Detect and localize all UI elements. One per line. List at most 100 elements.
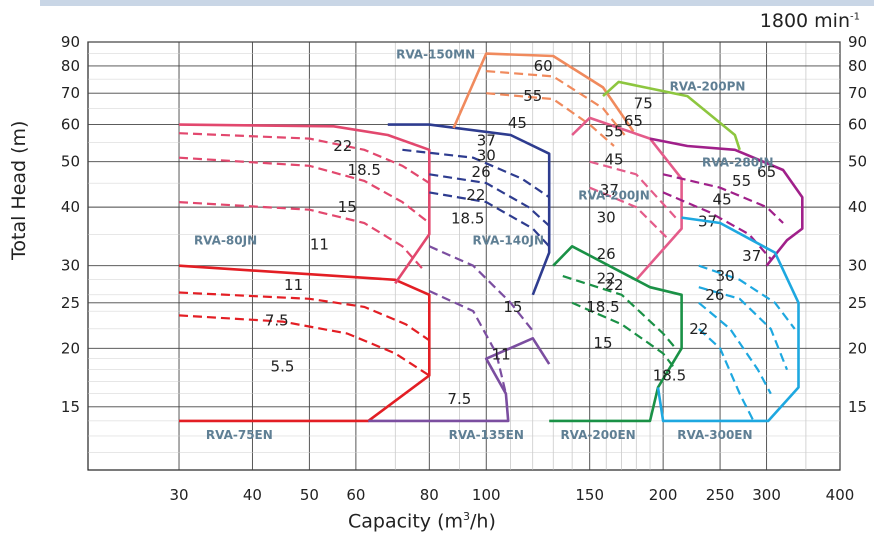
rva-140jn-power-label: 30 <box>477 147 496 165</box>
rva-200en-outline <box>549 245 683 423</box>
rva-80jn-power-label: 18.5 <box>348 161 381 179</box>
x-tick-label: 60 <box>346 486 365 504</box>
rva-75en-power-label: 11 <box>284 276 303 294</box>
rva-150mn-impeller-curve <box>486 70 626 136</box>
rva-150mn-power-label: 45 <box>508 114 527 132</box>
y-tick-label-left: 25 <box>61 294 80 312</box>
x-tick-label: 50 <box>300 486 319 504</box>
rva-140jn-outline <box>387 123 551 296</box>
y-tick-label-right: 70 <box>848 84 867 102</box>
rva-280jn-impeller-curve <box>662 173 784 224</box>
x-tick-label: 300 <box>752 486 781 504</box>
y-tick-label-left: 90 <box>61 33 80 51</box>
y-tick-label-left: 70 <box>61 84 80 102</box>
rva-280jn-power-label: 65 <box>757 163 776 181</box>
rva-140jn-power-label: 26 <box>472 163 491 181</box>
y-tick-label-left: 15 <box>61 398 80 416</box>
rva-150mn-model-label: RVA-150MN <box>396 47 475 61</box>
rva-200jn-impeller-curve <box>589 160 677 219</box>
rva-75en-power-label: 5.5 <box>271 357 295 375</box>
speed-label: 1800 min-1 <box>759 10 860 32</box>
x-tick-label: 150 <box>575 486 604 504</box>
y-tick-label-left: 80 <box>61 57 80 75</box>
rva-80jn-outline <box>178 123 431 285</box>
rva-80jn-power-label: 15 <box>338 198 357 216</box>
rva-300en-impeller-curve <box>698 328 755 422</box>
rva-135en-power-label: 15 <box>503 298 522 316</box>
rva-135en-power-label: 11 <box>492 345 511 363</box>
y-tick-label-right: 20 <box>848 339 867 357</box>
rva-80jn-impeller-curve <box>178 156 430 224</box>
rva-140jn-impeller-curve <box>429 173 550 227</box>
rva-75en-impeller-curve <box>178 314 430 377</box>
rva-80jn-model-label: RVA-80JN <box>194 233 257 247</box>
y-tick-label-right: 30 <box>848 257 867 275</box>
rva-200en-model-label: RVA-200EN <box>560 428 635 442</box>
rva-200en-power-label: 18.5 <box>653 366 686 384</box>
rva-200jn-impeller-curve <box>589 186 671 241</box>
rva-200jn-model-label: RVA-200JN <box>578 189 650 203</box>
rva-80jn-power-label: 22 <box>333 137 352 155</box>
x-tick-label: 250 <box>706 486 735 504</box>
rva-200pn-outline <box>602 80 741 151</box>
rva-135en-impeller-curve <box>428 289 507 394</box>
rva-200jn-power-label: 30 <box>597 209 616 227</box>
top-accent-bar <box>40 0 874 6</box>
rva-300en-power-label: 37 <box>742 247 761 265</box>
rva-140jn-power-label: 37 <box>477 131 496 149</box>
rva-140jn-impeller-curve <box>402 148 550 199</box>
rva-140jn-power-label: 18.5 <box>451 210 484 228</box>
rva-200en-power-label: 15 <box>593 334 612 352</box>
rva-200en-impeller-curve <box>562 275 677 350</box>
rva-200en-power-label: 18.5 <box>586 298 619 316</box>
rva-75en-impeller-curve <box>178 291 430 342</box>
y-tick-label-right: 40 <box>848 198 867 216</box>
rva-200en-impeller-curve <box>571 301 677 371</box>
rva-75en-model-label: RVA-75EN <box>206 428 273 442</box>
y-tick-label-right: 80 <box>848 57 867 75</box>
rva-300en-impeller-curve <box>698 301 772 395</box>
rva-200jn-outline <box>571 116 683 281</box>
rva-280jn-outline <box>649 137 804 267</box>
x-tick-label: 30 <box>169 486 188 504</box>
rva-150mn-outline <box>452 52 635 133</box>
rva-200jn-power-label: 22 <box>604 276 623 294</box>
rva-280jn-power-label: 45 <box>713 191 732 209</box>
rva-280jn-model-label: RVA-280JN <box>702 156 774 170</box>
rva-80jn-power-label: 11 <box>310 235 329 253</box>
y-tick-label-left: 30 <box>61 257 80 275</box>
rva-75en-outline <box>178 264 431 423</box>
rva-200pn-power-label: 75 <box>634 95 653 113</box>
rva-80jn-impeller-curve <box>178 132 430 185</box>
rva-135en-outline <box>368 336 551 423</box>
y-tick-label-right: 60 <box>848 116 867 134</box>
rva-200pn-power-label: 65 <box>624 112 643 130</box>
rva-140jn-model-label: RVA-140JN <box>472 233 544 247</box>
rva-75en-power-label: 7.5 <box>265 312 289 330</box>
rva-200jn-power-label: 37 <box>600 181 619 199</box>
rva-300en-power-label: 30 <box>716 267 735 285</box>
y-tick-label-right: 15 <box>848 398 867 416</box>
rva-300en-model-label: RVA-300EN <box>677 428 752 442</box>
rva-300en-impeller-curve <box>698 264 796 330</box>
y-tick-label-left: 20 <box>61 339 80 357</box>
y-tick-label-left: 60 <box>61 116 80 134</box>
rva-300en-power-label: 26 <box>705 286 724 304</box>
rva-150mn-power-label: 60 <box>534 57 553 75</box>
y-tick-label-right: 90 <box>848 33 867 51</box>
rva-150mn-impeller-curve <box>486 92 615 147</box>
rva-300en-impeller-curve <box>698 286 789 371</box>
y-tick-label-right: 25 <box>848 294 867 312</box>
rva-200pn-model-label: RVA-200PN <box>670 79 746 93</box>
rva-150mn-power-label: 55 <box>523 87 542 105</box>
rva-280jn-impeller-curve <box>662 191 772 260</box>
rva-140jn-power-label: 22 <box>466 186 485 204</box>
rva-135en-power-label: 7.5 <box>447 390 471 408</box>
x-tick-label: 80 <box>420 486 439 504</box>
x-tick-label: 200 <box>649 486 678 504</box>
rva-300en-power-label: 22 <box>689 320 708 338</box>
x-tick-label: 100 <box>472 486 501 504</box>
rva-80jn-impeller-curve <box>178 201 424 270</box>
rva-140jn-impeller-curve <box>429 191 551 248</box>
